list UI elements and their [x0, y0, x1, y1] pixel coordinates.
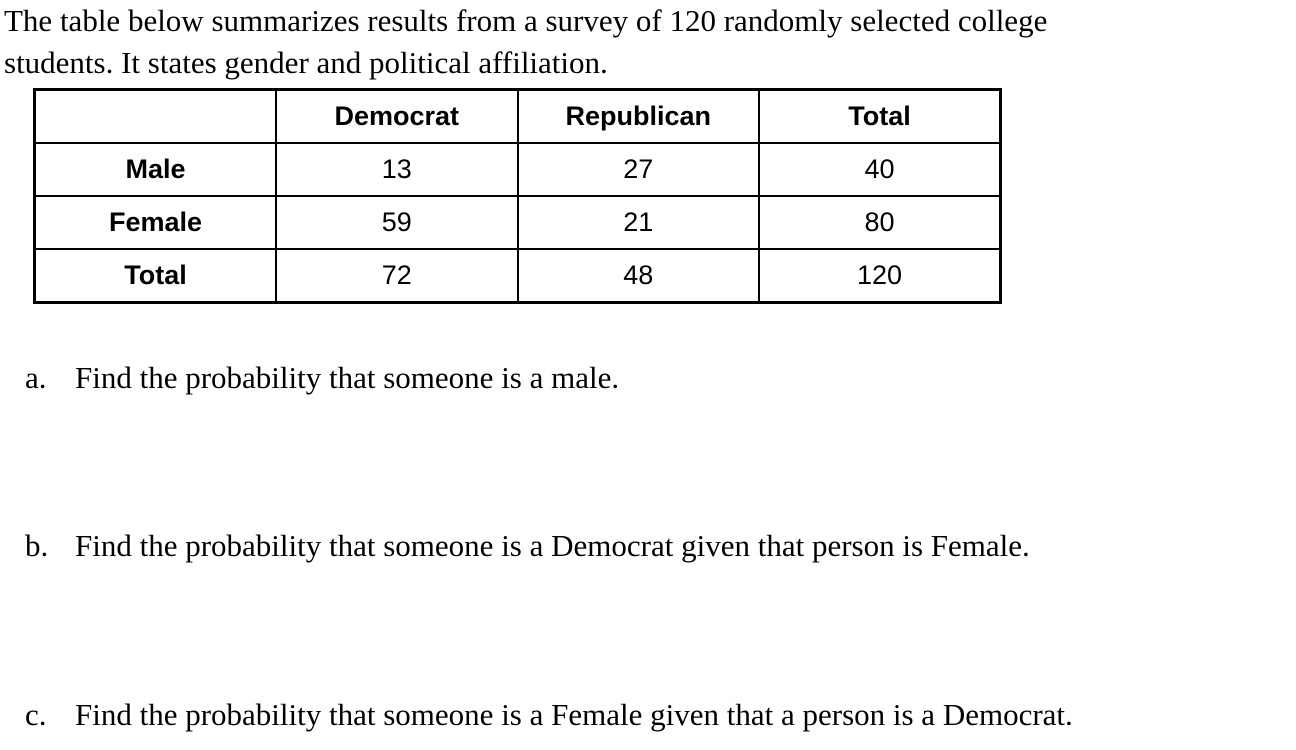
question-a-marker: a. — [25, 360, 47, 395]
cell-female-democrat: 59 — [275, 195, 519, 250]
cell-male-total: 40 — [758, 142, 1002, 197]
question-b-marker: b. — [25, 528, 49, 563]
col-header-republican: Republican — [516, 88, 760, 144]
question-b: b. Find the probability that someone is a… — [25, 528, 1285, 564]
row-label-total: Total — [33, 248, 277, 304]
table-row-male: Male 13 27 40 — [33, 142, 1002, 197]
col-header-total: Total — [758, 88, 1002, 144]
question-a-text: Find the probability that someone is a m… — [75, 360, 620, 395]
question-c: c. Find the probability that someone is a… — [25, 697, 1285, 733]
table-header-row: Democrat Republican Total — [33, 88, 1002, 144]
question-a: a. Find the probability that someone is a… — [25, 360, 1285, 396]
cell-male-democrat: 13 — [275, 142, 519, 197]
cell-total-republican: 48 — [516, 248, 760, 304]
cell-female-republican: 21 — [516, 195, 760, 250]
intro-line-1: The table below summarizes results from … — [4, 3, 1048, 38]
question-b-text: Find the probability that someone is a D… — [75, 528, 1030, 563]
col-header-democrat: Democrat — [275, 88, 519, 144]
question-c-marker: c. — [25, 697, 47, 732]
corner-cell — [33, 88, 277, 144]
table-row-total: Total 72 48 120 — [33, 248, 1002, 304]
question-c-text: Find the probability that someone is a F… — [75, 697, 1073, 732]
intro-line-2: students. It states gender and political… — [4, 45, 608, 80]
table-row-female: Female 59 21 80 — [33, 195, 1002, 250]
intro-paragraph: The table below summarizes results from … — [4, 0, 1294, 84]
survey-table: Democrat Republican Total Male 13 27 40 … — [33, 88, 1002, 304]
cell-female-total: 80 — [758, 195, 1002, 250]
row-label-female: Female — [33, 195, 277, 250]
cell-male-republican: 27 — [516, 142, 760, 197]
cell-total-total: 120 — [758, 248, 1002, 304]
row-label-male: Male — [33, 142, 277, 197]
cell-total-democrat: 72 — [275, 248, 519, 304]
